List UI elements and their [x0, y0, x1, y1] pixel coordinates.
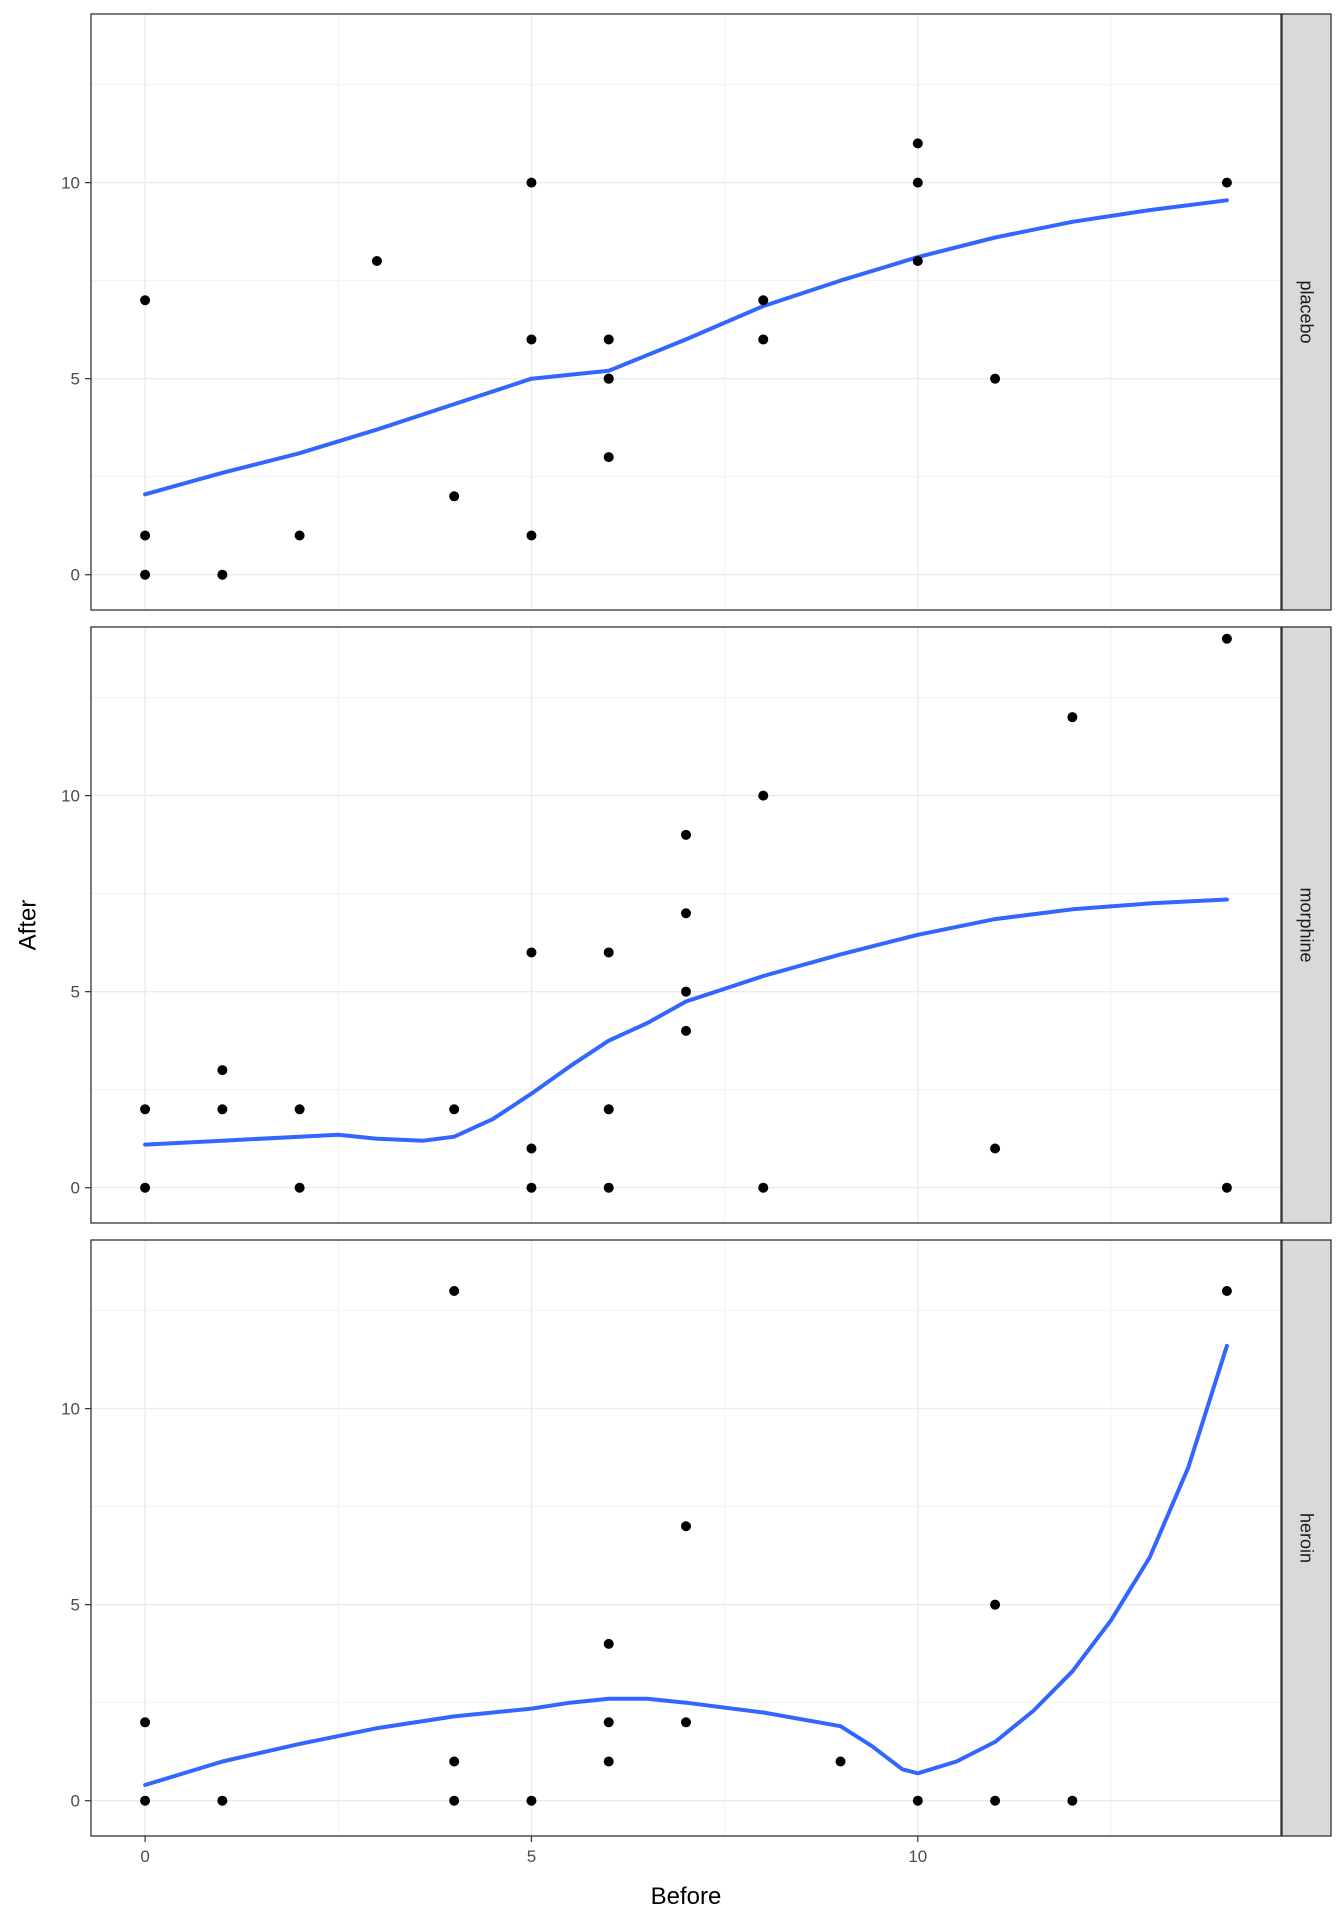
data-point — [758, 295, 769, 306]
data-point — [912, 1795, 923, 1806]
y-tick-label: 10 — [61, 787, 80, 806]
data-point — [603, 1104, 614, 1115]
data-point — [526, 947, 537, 958]
data-point — [140, 530, 151, 541]
data-point — [681, 1025, 691, 1036]
data-point — [294, 1182, 305, 1193]
panel-heroin: 0 5 10 heroin 0 5 10 — [61, 1239, 1332, 1866]
data-point — [603, 373, 614, 384]
facet-strip — [1281, 1239, 1332, 1837]
y-tick-label: 5 — [71, 1596, 80, 1615]
data-point — [681, 1717, 691, 1728]
panel-border — [90, 13, 1282, 611]
y-tick-label: 0 — [71, 566, 80, 585]
data-point — [140, 295, 151, 306]
x-tick-label: 0 — [140, 1847, 149, 1866]
data-point — [217, 1104, 228, 1115]
data-point — [1221, 1182, 1232, 1193]
data-point — [449, 1756, 460, 1767]
data-point — [140, 1104, 151, 1115]
data-point — [371, 256, 382, 267]
data-point — [140, 1182, 151, 1193]
data-point — [603, 1638, 614, 1649]
y-tick-label: 5 — [71, 370, 80, 389]
data-point — [758, 334, 769, 345]
data-point — [758, 1182, 769, 1193]
data-point — [681, 1521, 691, 1532]
x-tick-label: 10 — [908, 1847, 927, 1866]
data-point — [603, 1756, 614, 1767]
data-point — [603, 334, 614, 345]
data-point — [217, 1795, 228, 1806]
data-point — [603, 1182, 614, 1193]
panel-border — [90, 1239, 1282, 1837]
data-point — [912, 138, 923, 149]
y-tick-label: 0 — [71, 1179, 80, 1198]
facet-strip — [1281, 13, 1332, 611]
data-point — [1067, 712, 1078, 723]
data-point — [140, 1717, 151, 1728]
facet-strip-label: morphine — [1297, 887, 1317, 962]
data-point — [1221, 1285, 1232, 1296]
data-point — [758, 790, 769, 801]
data-point — [681, 908, 691, 919]
data-point — [449, 1795, 460, 1806]
data-point — [140, 1795, 151, 1806]
smooth-line-heroin — [143, 1343, 1229, 1787]
data-point — [990, 1599, 1001, 1610]
data-point — [449, 1285, 460, 1296]
panel-background — [91, 627, 1281, 1223]
data-point — [912, 177, 923, 188]
data-point — [526, 1143, 537, 1154]
facet-strip — [1281, 626, 1332, 1224]
data-point — [990, 1143, 1001, 1154]
data-point — [449, 491, 460, 502]
data-point — [217, 1065, 228, 1076]
data-point — [1067, 1795, 1078, 1806]
data-point — [526, 1182, 537, 1193]
data-point — [603, 1717, 614, 1728]
data-point — [603, 452, 614, 463]
data-point — [912, 256, 923, 267]
panel-placebo: 0 5 10 placebo — [61, 13, 1332, 611]
y-tick-label: 0 — [71, 1792, 80, 1811]
data-point — [526, 1795, 537, 1806]
data-point — [526, 530, 537, 541]
y-axis-title: After — [15, 900, 42, 951]
data-point — [603, 947, 614, 958]
data-point — [526, 177, 537, 188]
facet-strip-label: heroin — [1297, 1513, 1317, 1563]
y-tick-label: 10 — [61, 174, 80, 193]
data-point — [449, 1104, 460, 1115]
x-tick-label: 5 — [527, 1847, 536, 1866]
data-point — [1221, 177, 1232, 188]
data-point — [294, 530, 305, 541]
smooth-line-placebo — [143, 198, 1229, 497]
panel-morphine: 0 5 10 morphine — [61, 626, 1332, 1224]
data-point — [681, 986, 691, 997]
y-tick-label: 5 — [71, 983, 80, 1002]
data-point — [217, 569, 228, 580]
data-point — [140, 569, 151, 580]
data-point — [990, 373, 1001, 384]
smooth-line-morphine — [143, 897, 1229, 1147]
y-tick-label: 10 — [61, 1400, 80, 1419]
data-point — [1221, 633, 1232, 644]
panel-background — [91, 1240, 1281, 1836]
facet-strip-label: placebo — [1297, 280, 1317, 343]
x-axis-title: Before — [651, 1883, 722, 1910]
data-point — [990, 1795, 1001, 1806]
data-point — [835, 1756, 846, 1767]
data-point — [681, 829, 691, 840]
data-point — [526, 334, 537, 345]
panel-border — [90, 626, 1282, 1224]
data-point — [294, 1104, 305, 1115]
panel-background — [91, 14, 1281, 610]
